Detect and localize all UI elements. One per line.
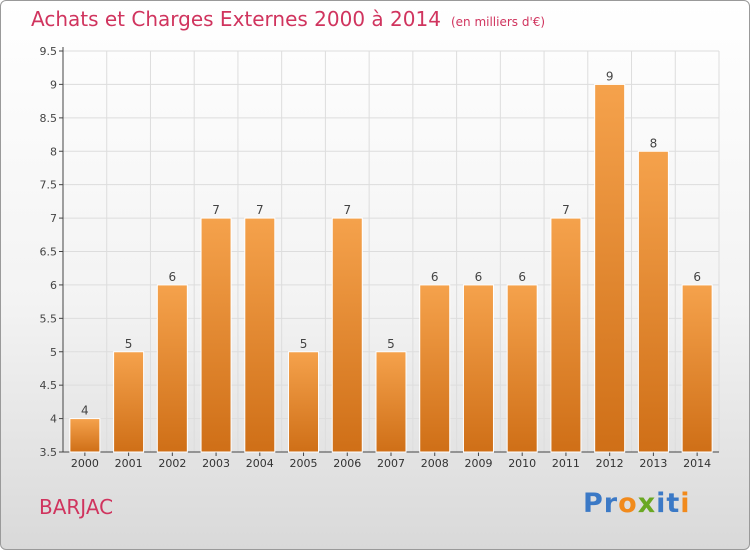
bar-2008: [419, 284, 451, 453]
data-label-2001: 5: [125, 337, 133, 351]
chart-title: Achats et Charges Externes 2000 à 2014 (e…: [31, 7, 545, 31]
bar-2009: [462, 284, 494, 453]
bar-2003: [200, 217, 232, 453]
bar-2004: [244, 217, 276, 453]
y-tick-label: 6: [50, 279, 57, 292]
bar-2011: [550, 217, 582, 453]
x-tick-label-2006: 2006: [333, 457, 361, 470]
data-label-2003: 7: [212, 203, 220, 217]
bar-2007: [375, 351, 407, 453]
x-tick-label-2013: 2013: [639, 457, 667, 470]
logo-letter: P: [583, 488, 604, 519]
y-tick-label: 4.5: [40, 379, 58, 392]
data-label-2004: 7: [256, 203, 264, 217]
x-tick-label-2002: 2002: [158, 457, 186, 470]
y-tick-label: 8.5: [40, 112, 58, 125]
title-unit: (en milliers d'€): [450, 15, 546, 29]
y-tick-label: 9: [50, 78, 57, 91]
y-tick-label: 7.5: [40, 179, 58, 192]
data-label-2010: 6: [518, 270, 526, 284]
y-tick-label: 6.5: [40, 246, 58, 259]
y-tick-label: 5.5: [40, 312, 58, 325]
tick-labels: 3.5 4 4.5 5 5.5 6 6.5 7 7.5 8 8.5 9 9.5 2000 2001 2002 2…: [40, 45, 712, 470]
data-label-2007: 5: [387, 337, 395, 351]
y-tick-label: 3.5: [40, 446, 58, 459]
data-label-2011: 7: [562, 203, 570, 217]
bar-2012: [594, 83, 626, 453]
logo-letter: i: [680, 488, 691, 519]
x-tick-label-2001: 2001: [115, 457, 143, 470]
data-label-2013: 8: [650, 136, 658, 150]
y-tick-label: 8: [50, 145, 57, 158]
proxiti-logo: Proxiti: [583, 488, 691, 519]
bars: [69, 83, 713, 453]
data-label-2008: 6: [431, 270, 439, 284]
logo-letter: i: [656, 488, 667, 519]
bar-2002: [156, 284, 188, 453]
logo-letter: x: [637, 488, 657, 519]
bar-2000: [69, 418, 101, 453]
data-label-2005: 5: [300, 337, 308, 351]
y-tick-label: 7: [50, 212, 57, 225]
data-label-2012: 9: [606, 69, 614, 83]
x-tick-label-2014: 2014: [683, 457, 711, 470]
x-tick-label-2012: 2012: [596, 457, 624, 470]
y-tick-label: 9.5: [40, 45, 58, 58]
data-label-2002: 6: [169, 270, 177, 284]
y-tick-label: 5: [50, 346, 57, 359]
y-tick-label: 4: [50, 413, 57, 426]
x-tick-label-2010: 2010: [508, 457, 536, 470]
logo-letter: r: [603, 488, 619, 519]
title-text: Achats et Charges Externes 2000 à 2014: [31, 7, 441, 31]
data-label-2000: 4: [81, 404, 89, 418]
bar-2001: [113, 351, 145, 453]
x-tick-label-2005: 2005: [290, 457, 318, 470]
data-label-2009: 6: [475, 270, 483, 284]
bar-2006: [331, 217, 363, 453]
logo-letter: t: [666, 488, 681, 519]
x-tick-label-2003: 2003: [202, 457, 230, 470]
data-label-2014: 6: [693, 270, 701, 284]
x-tick-label-2000: 2000: [71, 457, 99, 470]
data-labels: 4 5 6 7 7 5 7 5 6 6 6 7 9 8 6: [81, 69, 701, 417]
commune-name: BARJAC: [39, 495, 114, 519]
x-tick-label-2009: 2009: [464, 457, 492, 470]
x-tick-label-2004: 2004: [246, 457, 274, 470]
x-tick-label-2008: 2008: [421, 457, 449, 470]
data-label-2006: 7: [343, 203, 351, 217]
logo-letter: o: [618, 488, 638, 519]
bar-2010: [506, 284, 538, 453]
x-tick-label-2007: 2007: [377, 457, 405, 470]
x-tick-label-2011: 2011: [552, 457, 580, 470]
bar-2014: [681, 284, 713, 453]
bar-2013: [637, 150, 669, 453]
bar-2005: [288, 351, 320, 453]
